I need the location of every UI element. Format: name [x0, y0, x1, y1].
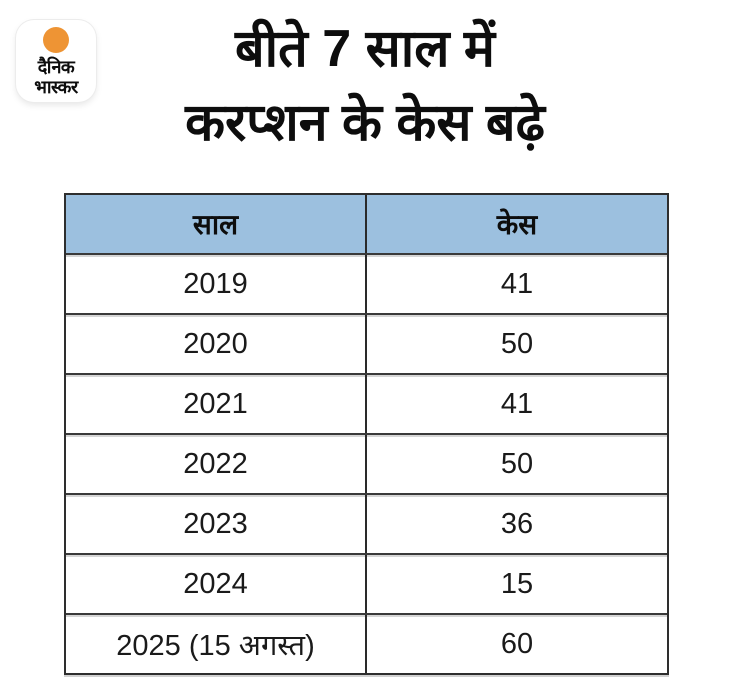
dainik-bhaskar-logo: दैनिक भास्कर [16, 20, 96, 102]
table-row: 2023 36 [66, 495, 667, 555]
year-cell: 2022 [66, 435, 367, 493]
logo-text: दैनिक भास्कर [34, 57, 78, 97]
column-header-year: साल [66, 195, 367, 253]
year-cell: 2021 [66, 375, 367, 433]
table-row: 2022 50 [66, 435, 667, 495]
table-row: 2025 (15 अगस्त) 60 [66, 615, 667, 673]
cases-cell: 41 [500, 387, 534, 420]
year-cell: 2025 (15 अगस्त) [66, 615, 367, 673]
cases-cell: 15 [500, 567, 534, 600]
table-row: 2020 50 [66, 315, 667, 375]
page-title-line1: बीते 7 साल में [234, 20, 496, 78]
page-title: बीते 7 साल में करप्शन के केस बढ़े [0, 12, 730, 160]
cases-cell: 41 [500, 267, 534, 300]
cases-cell: 50 [500, 327, 534, 360]
table-row: 2024 15 [66, 555, 667, 615]
table-row: 2019 41 [66, 255, 667, 315]
year-cell: 2019 [66, 255, 367, 313]
table-header-row: साल केस [66, 195, 667, 255]
cases-cell: 36 [500, 507, 534, 540]
cases-table: साल केस 2019 41 2020 50 2021 41 2022 50 … [64, 193, 669, 675]
sun-icon [43, 27, 69, 53]
year-cell: 2023 [66, 495, 367, 553]
page-title-line2: करप्शन के केस बढ़े [185, 94, 545, 152]
cases-cell: 60 [500, 627, 534, 660]
year-cell: 2020 [66, 315, 367, 373]
column-header-cases: केस [367, 195, 667, 253]
table-row: 2021 41 [66, 375, 667, 435]
logo-text-line1: दैनिक [37, 57, 75, 77]
logo-text-line2: भास्कर [34, 77, 78, 97]
cases-cell: 50 [500, 447, 534, 480]
year-cell: 2024 [66, 555, 367, 613]
